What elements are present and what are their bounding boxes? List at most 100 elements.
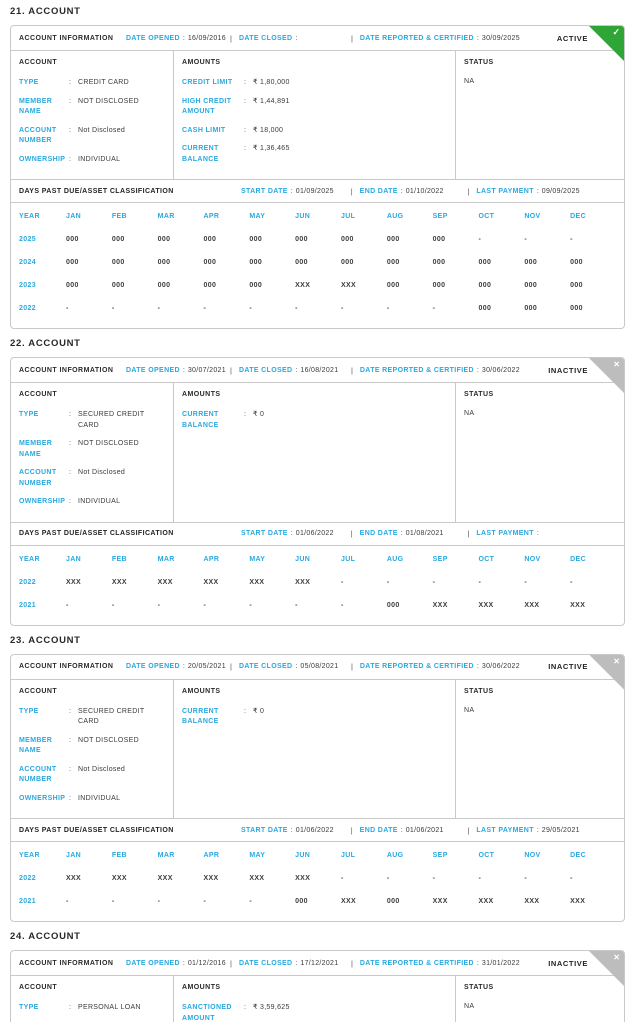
- colon-separator: :: [69, 707, 71, 715]
- field-value: NOT DISCLOSED: [78, 736, 139, 744]
- dpd-month-header: APR: [203, 213, 220, 220]
- dpd-cell: -: [157, 898, 161, 905]
- status-value: NA: [464, 78, 475, 85]
- detail-field: ACCOUNT NUMBER: Not Disclosed: [19, 126, 165, 147]
- dpd-cell: XXX: [295, 282, 311, 289]
- pipe-separator: |: [350, 33, 353, 43]
- dpd-cell: -: [66, 898, 69, 905]
- dpd-month-header: NOV: [524, 213, 541, 220]
- date-reported-value: 31/01/2022: [481, 959, 520, 967]
- colon-separator: :: [244, 707, 246, 715]
- date-reported-group: DATE REPORTED & CERTIFIED:30/09/2025: [360, 34, 520, 42]
- last-payment-label: LAST PAYMENT: [476, 826, 534, 834]
- dpd-cell: XXX: [203, 875, 219, 882]
- dpd-cell: XXX: [570, 601, 586, 609]
- dpd-cell: XXX: [157, 875, 173, 882]
- dpd-month-header: JUN: [295, 852, 311, 859]
- end-date-group: END DATE:01/06/2021: [360, 827, 468, 834]
- dpd-month-header: APR: [203, 852, 220, 859]
- dpd-cell: -: [249, 305, 253, 312]
- dpd-year: 2023: [19, 282, 36, 289]
- dpd-cell: XXX: [524, 898, 540, 905]
- field-label: CURRENT BALANCE: [182, 145, 219, 163]
- dpd-cell: -: [203, 898, 207, 905]
- dpd-cell: 000: [386, 282, 400, 289]
- account-info-title: ACCOUNT INFORMATION: [19, 663, 114, 670]
- dpd-cell: 000: [157, 259, 171, 266]
- dpd-month-header: AUG: [386, 213, 404, 220]
- date-opened-label: DATE OPENED: [126, 959, 180, 967]
- colon-separator: :: [476, 959, 479, 967]
- detail-field: TYPE: SECURED CREDIT CARD: [19, 707, 165, 728]
- date-closed-value: 16/08/2021: [300, 366, 339, 374]
- dpd-month-header: MAR: [157, 213, 175, 220]
- dpd-cell: XXX: [66, 578, 82, 586]
- column-header: STATUS: [464, 687, 494, 695]
- dpd-month-header: DEC: [570, 213, 586, 220]
- last-payment-group: LAST PAYMENT:09/09/2025: [476, 188, 616, 195]
- pipe-separator: |: [467, 825, 470, 835]
- colon-separator: :: [69, 736, 71, 744]
- date-opened-group: DATE OPENED:20/05/2021: [126, 663, 230, 670]
- start-date-label: START DATE: [241, 530, 288, 537]
- dpd-table: YEAR JAN FEB MAR APR MAY JUN JUL AUG SEP OCT NOV DEC…: [11, 546, 624, 625]
- colon-separator: :: [476, 366, 479, 374]
- last-payment-group: LAST PAYMENT:: [476, 530, 616, 537]
- colon-separator: :: [476, 34, 479, 42]
- column-header: STATUS: [464, 59, 494, 66]
- field-label: HIGH CREDIT AMOUNT: [182, 97, 232, 116]
- dpd-cell: 000: [478, 259, 492, 266]
- dpd-cell: -: [478, 875, 482, 882]
- column-account: ACCOUNT TYPE: PERSONAL LOAN: [11, 976, 174, 1022]
- field-label: TYPE: [19, 1004, 39, 1011]
- pipe-separator: |: [350, 662, 353, 671]
- date-closed-group: DATE CLOSED:17/12/2021: [239, 960, 351, 967]
- field-label: ACCOUNT NUMBER: [19, 469, 57, 487]
- status-badge: INACTIVE: [548, 958, 588, 968]
- dpd-cell: 000: [295, 898, 308, 905]
- dpd-cell: -: [432, 305, 436, 312]
- dpd-cell: -: [249, 898, 253, 905]
- status-badge: INACTIVE: [548, 365, 588, 375]
- field-label: TYPE: [19, 79, 39, 86]
- colon-separator: :: [536, 826, 539, 834]
- pipe-separator: |: [350, 825, 353, 835]
- dpd-cell: 000: [249, 282, 263, 289]
- dpd-cell: XXX: [478, 898, 494, 905]
- colon-separator: :: [295, 366, 298, 374]
- column-header: ACCOUNT: [19, 984, 58, 991]
- detail-field: TYPE: CREDIT CARD: [19, 78, 165, 89]
- dpd-month-header: JUL: [340, 213, 356, 220]
- dpd-month-header: FEB: [111, 555, 127, 563]
- field-value: Not Disclosed: [78, 765, 126, 773]
- colon-separator: :: [536, 530, 539, 537]
- close-icon: ✕: [613, 953, 620, 962]
- dpd-cell: 000: [157, 236, 171, 243]
- start-date-group: START DATE:01/06/2022: [241, 530, 351, 537]
- field-label: TYPE: [19, 707, 39, 715]
- dpd-cell: 000: [386, 236, 400, 243]
- colon-separator: :: [400, 187, 403, 195]
- column-header: ACCOUNT: [19, 59, 58, 66]
- status-badge: INACTIVE: [548, 662, 588, 671]
- account-info-header: ACCOUNT INFORMATION DATE OPENED:16/09/201…: [11, 26, 624, 61]
- date-closed-group: DATE CLOSED:05/08/2021: [239, 663, 351, 670]
- colon-separator: :: [295, 663, 298, 670]
- account-section: 23. ACCOUNT ACCOUNT INFORMATION DATE OPENE…: [10, 635, 625, 922]
- dpd-cell: 000: [249, 236, 263, 243]
- dpd-month-header: AUG: [386, 852, 404, 859]
- check-icon: ✓: [612, 27, 620, 37]
- colon-separator: :: [182, 663, 185, 670]
- detail-field: OWNERSHIP: INDIVIDUAL: [19, 497, 165, 508]
- dpd-year: 2024: [19, 259, 36, 266]
- end-date-value: 01/10/2022: [405, 187, 444, 195]
- last-payment-group: LAST PAYMENT:29/05/2021: [476, 827, 616, 834]
- dpd-cell: 000: [111, 282, 125, 289]
- field-value: NOT DISCLOSED: [78, 97, 139, 105]
- detail-field: HIGH CREDIT AMOUNT: ₹ 1,44,891: [182, 97, 447, 118]
- date-reported-group: DATE REPORTED & CERTIFIED:30/06/2022: [360, 366, 520, 374]
- dpd-year-column-header: YEAR: [19, 555, 40, 563]
- field-label: MEMBER NAME: [19, 440, 53, 458]
- column-status: STATUS NA: [456, 383, 624, 522]
- account-detail-columns: ACCOUNT TYPE: SECURED CREDIT CARD MEMBER NA…: [11, 679, 624, 818]
